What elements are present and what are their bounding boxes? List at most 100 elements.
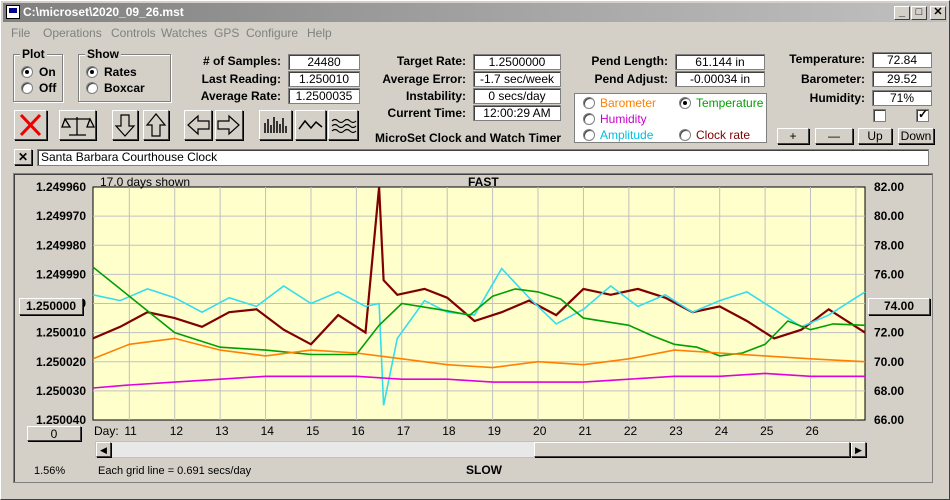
grid-note: Each grid line = 0.691 secs/day	[98, 465, 252, 477]
scroll-left-button[interactable]: ◀	[96, 442, 111, 457]
plot-off-label: Off	[39, 81, 57, 95]
day-tick-label: 11	[124, 424, 137, 438]
day-tick-label: 19	[488, 424, 502, 438]
arrow-up-button[interactable]	[143, 110, 169, 140]
left-tick-label: 1.249980	[36, 238, 86, 252]
day-tick-label: 17	[397, 424, 411, 438]
right-tick-label: 66.00	[874, 413, 904, 427]
stop-button[interactable]	[14, 110, 47, 140]
right-tick-label: 82.00	[874, 180, 904, 194]
wave-button[interactable]	[295, 110, 326, 140]
histogram-button[interactable]	[259, 110, 292, 140]
clock-rate-option-label: Clock rate	[696, 128, 751, 142]
right-tick-label: 68.00	[874, 384, 904, 398]
menu-help[interactable]: Help	[307, 26, 332, 40]
scale-down-button[interactable]: Down	[898, 128, 934, 144]
humidity-radio[interactable]	[583, 113, 595, 125]
menu-file[interactable]: File	[11, 26, 31, 40]
left-tick-label: 1.249960	[36, 180, 86, 194]
menu-controls[interactable]: Controls	[111, 26, 156, 40]
barometer-radio[interactable]	[583, 97, 595, 109]
scale-up-button[interactable]: Up	[858, 128, 892, 144]
day-tick-label: 14	[261, 424, 275, 438]
temperature-field: 72.84	[872, 52, 932, 68]
left-tick-label: 1.249970	[36, 209, 86, 223]
x-axis-ticks: 11 12 13 14 15 16 17 18 19 20 21 22 23 24 25 26	[124, 424, 819, 438]
current-time-field: 12:00:29 AM	[473, 105, 561, 121]
day-tick-label: 26	[806, 424, 820, 438]
temperature-option-label: Temperature	[696, 96, 764, 110]
day-tick-label: 23	[669, 424, 683, 438]
time-scrollbar[interactable]: ◀ ▶	[95, 441, 867, 458]
center-right-button[interactable]: 74.00	[868, 298, 930, 315]
right-tick-label: 80.00	[874, 209, 904, 223]
series-clock-rate	[92, 186, 866, 346]
noise-button[interactable]	[328, 110, 358, 140]
arrow-down-icon	[114, 114, 136, 137]
scroll-thumb[interactable]	[534, 442, 850, 457]
day-axis-label: Day:	[94, 424, 119, 438]
offset-button[interactable]: 0	[27, 426, 81, 441]
center-left-button[interactable]: 1.250000	[19, 298, 83, 315]
right-tick-label: 72.00	[874, 326, 904, 340]
humidity-field: 71%	[872, 90, 932, 106]
window-title: C:\microset\2020_09_26.mst	[23, 5, 184, 19]
plot-on-radio[interactable]	[21, 66, 33, 78]
arrow-down-button[interactable]	[112, 110, 138, 140]
option-checkbox-2[interactable]	[916, 107, 929, 122]
arrow-left-button[interactable]	[184, 110, 212, 140]
menu-watches[interactable]: Watches	[161, 26, 208, 40]
show-boxcar-radio[interactable]	[86, 82, 98, 94]
balance-icon	[61, 117, 96, 136]
average-rate-label: Average Rate:	[200, 89, 281, 103]
day-tick-label: 16	[351, 424, 365, 438]
target-rate-field[interactable]: 1.2500000	[473, 54, 561, 70]
day-tick-label: 18	[442, 424, 456, 438]
amplitude-option-label: Amplitude	[600, 128, 654, 142]
scroll-right-button[interactable]: ▶	[851, 442, 866, 457]
arrow-right-button[interactable]	[215, 110, 243, 140]
title-bar[interactable]: C:\microset\2020_09_26.mst	[3, 3, 947, 22]
close-window-button[interactable]: ✕	[930, 6, 946, 20]
wave-icon	[298, 119, 323, 130]
menu-gps[interactable]: GPS	[214, 26, 240, 40]
clock-name-field[interactable]: Santa Barbara Courthouse Clock	[37, 149, 929, 166]
right-tick-label: 78.00	[874, 238, 904, 252]
average-error-field: -1.7 sec/week	[473, 71, 561, 87]
show-group: Show	[78, 47, 171, 102]
clear-clock-button[interactable]: ✕	[14, 149, 32, 165]
slow-label: SLOW	[466, 463, 503, 477]
series-amplitude	[92, 267, 866, 406]
series-temperature	[92, 266, 866, 357]
scale-minus-button[interactable]: —	[815, 128, 853, 144]
menu-configure[interactable]: Configure	[246, 26, 299, 40]
temperature-radio[interactable]	[679, 97, 691, 109]
show-group-title: Show	[85, 47, 121, 61]
menu-operations[interactable]: Operations	[43, 26, 102, 40]
clock-rate-radio[interactable]	[679, 129, 691, 141]
balance-button[interactable]	[59, 110, 96, 140]
show-rates-radio[interactable]	[86, 66, 98, 78]
noise-icon	[331, 118, 357, 134]
maximize-button[interactable]: □	[911, 6, 927, 20]
instability-field: 0 secs/day	[473, 88, 561, 104]
average-rate-field: 1.2500035	[288, 88, 360, 104]
left-tick-label: 1.250020	[36, 355, 86, 369]
option-checkbox-1[interactable]	[873, 109, 886, 122]
arrow-right-icon	[217, 114, 240, 136]
percent-readout: 1.56%	[34, 465, 65, 477]
right-tick-label: 76.00	[874, 267, 904, 281]
arrow-left-icon	[187, 114, 210, 136]
samples-label: # of Samples:	[202, 54, 281, 68]
day-tick-label: 21	[578, 424, 592, 438]
scale-plus-button[interactable]: +	[777, 128, 809, 144]
plot-off-radio[interactable]	[21, 82, 33, 94]
rate-chart[interactable]: 1.249960 1.249970 1.249980 1.249990 1.250000…	[14, 174, 932, 482]
minimize-button[interactable]: _	[894, 6, 910, 20]
last-reading-field: 1.250010	[288, 71, 360, 87]
plot-group-title: Plot	[20, 47, 47, 61]
day-tick-label: 25	[760, 424, 774, 438]
amplitude-radio[interactable]	[583, 129, 595, 141]
pend-length-field[interactable]: 61.144 in	[675, 54, 765, 70]
